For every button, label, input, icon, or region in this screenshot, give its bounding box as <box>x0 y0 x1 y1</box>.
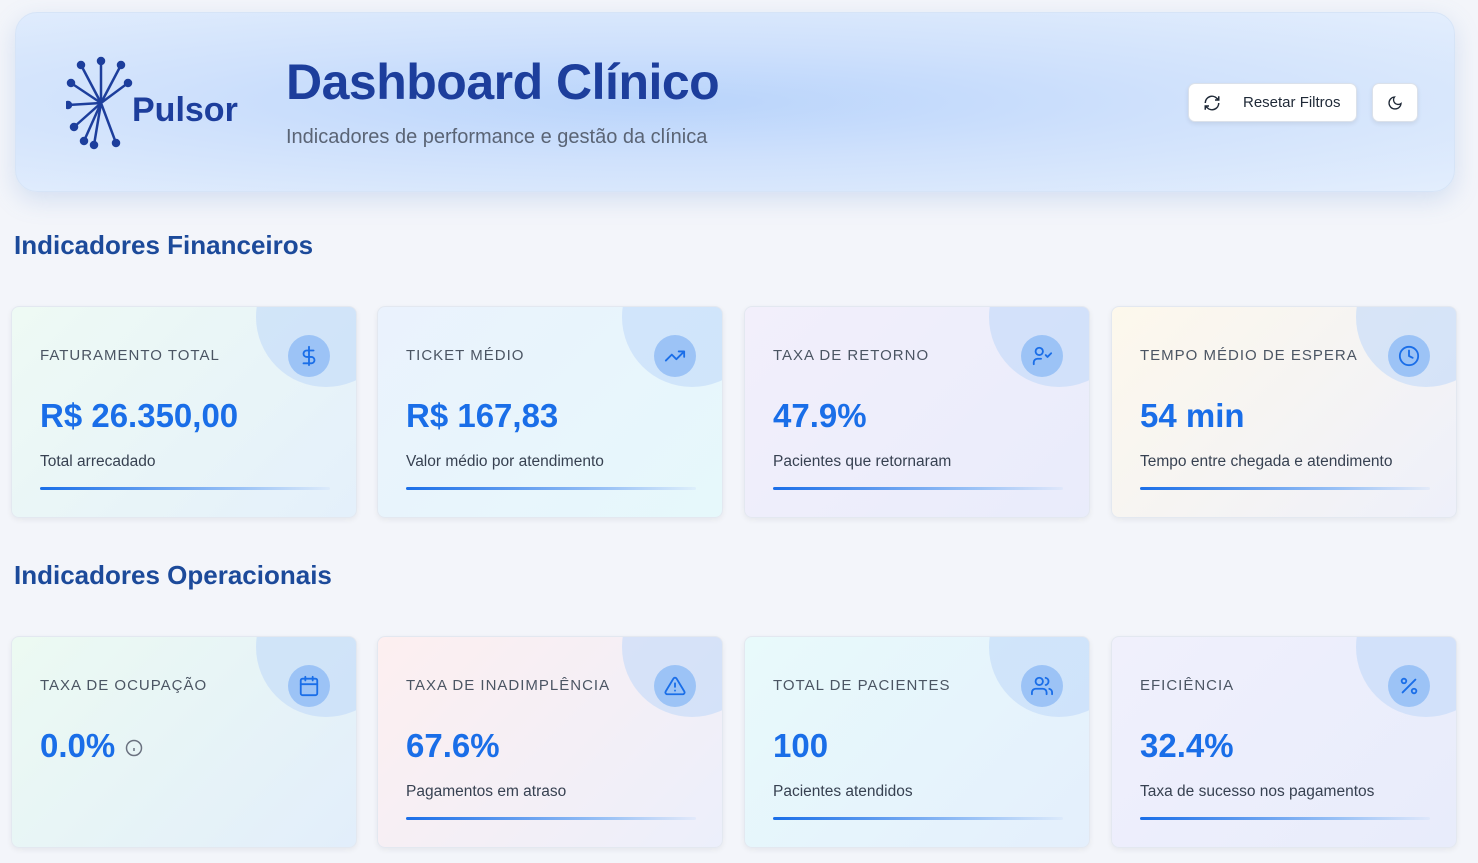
refresh-icon <box>1204 95 1220 110</box>
logo: Pulsor <box>66 53 238 153</box>
icon <box>302 345 316 367</box>
card-icon <box>1388 665 1430 707</box>
reset-label: Resetar Filtros <box>1243 94 1341 111</box>
card-description: Tempo entre chegada e atendimento <box>1140 453 1393 470</box>
kpi-card: TAXA DE OCUPAÇÃO 0.0% <box>11 636 357 848</box>
card-progress <box>773 487 1063 490</box>
card-progress <box>40 487 330 490</box>
kpi-card: TICKET MÉDIO R$ 167,83 Valor médio por ate… <box>377 306 723 518</box>
info-svg <box>125 739 143 757</box>
card-label: TAXA DE OCUPAÇÃO <box>40 677 208 694</box>
card-icon <box>288 665 330 707</box>
value-text: 0.0% <box>40 727 116 764</box>
value-text: 54 min <box>1140 397 1245 434</box>
card-value: 0.0% <box>40 727 143 765</box>
icon <box>1398 345 1420 367</box>
card-progress <box>773 817 1063 820</box>
card-value: 47.9% <box>773 397 867 435</box>
theme-button[interactable] <box>1372 83 1418 122</box>
value-text: 47.9% <box>773 397 867 434</box>
card-icon <box>288 335 330 377</box>
card-label: TICKET MÉDIO <box>406 347 525 364</box>
reset-button[interactable]: Resetar Filtros <box>1188 83 1357 122</box>
icon <box>1400 677 1418 695</box>
moon-icon <box>1388 95 1402 110</box>
card-value: R$ 167,83 <box>406 397 558 435</box>
kpi-card: TAXA DE INADIMPLÊNCIA 67.6% Pagamentos em … <box>377 636 723 848</box>
card-progress <box>406 487 696 490</box>
kpi-card: EFICIÊNCIA 32.4% Taxa de sucesso nos pagam… <box>1111 636 1457 848</box>
kpi-card: TEMPO MÉDIO DE ESPERA 54 min Tempo entre c… <box>1111 306 1457 518</box>
card-label: TAXA DE RETORNO <box>773 347 930 364</box>
title: Dashboard Clínico <box>286 54 720 110</box>
card-icon <box>1388 335 1430 377</box>
card-label: TOTAL DE PACIENTES <box>773 677 951 694</box>
kpi-card: FATURAMENTO TOTAL R$ 26.350,00 Total arrec… <box>11 306 357 518</box>
icon <box>1032 346 1053 366</box>
card-label: TAXA DE INADIMPLÊNCIA <box>406 677 611 694</box>
card-value: 32.4% <box>1140 727 1234 765</box>
section-title: Indicadores Financeiros <box>14 230 314 260</box>
card-progress <box>1140 487 1430 490</box>
card-progress <box>1140 817 1430 820</box>
card-icon <box>1021 335 1063 377</box>
section-title: Indicadores Operacionais <box>14 560 332 590</box>
card-description: Pagamentos em atraso <box>406 783 567 800</box>
value-text: 67.6% <box>406 727 500 764</box>
card-label: TEMPO MÉDIO DE ESPERA <box>1140 347 1358 364</box>
card-icon <box>654 335 696 377</box>
logo-text: Pulsor <box>132 90 238 129</box>
icon <box>1031 676 1053 696</box>
card-value: R$ 26.350,00 <box>40 397 238 435</box>
card-value: 67.6% <box>406 727 500 765</box>
value-text: 32.4% <box>1140 727 1234 764</box>
card-description: Pacientes que retornaram <box>773 453 952 470</box>
subtitle: Indicadores de performance e gestão da c… <box>286 126 708 148</box>
card-label: FATURAMENTO TOTAL <box>40 347 220 364</box>
card-description: Pacientes atendidos <box>773 783 913 800</box>
icon <box>664 676 686 696</box>
logo-icon <box>66 56 133 150</box>
card-label: EFICIÊNCIA <box>1140 677 1235 694</box>
icon <box>664 350 686 362</box>
kpi-card: TAXA DE RETORNO 47.9% Pacientes que retorn… <box>744 306 1090 518</box>
header: Pulsor Dashboard Clínico Indicadores de … <box>15 12 1455 192</box>
card-value: 54 min <box>1140 397 1245 435</box>
icon <box>299 675 319 697</box>
kpi-card: TOTAL DE PACIENTES 100 Pacientes atendidos <box>744 636 1090 848</box>
card-progress <box>406 817 696 820</box>
value-text: R$ 26.350,00 <box>40 397 239 434</box>
card-icon <box>1021 665 1063 707</box>
info-icon[interactable] <box>125 727 143 765</box>
value-text: R$ 167,83 <box>406 397 559 434</box>
value-text: 100 <box>773 727 829 764</box>
card-icon <box>654 665 696 707</box>
card-description: Total arrecadado <box>40 453 156 470</box>
card-description: Valor médio por atendimento <box>406 453 604 470</box>
card-description: Taxa de sucesso nos pagamentos <box>1140 783 1375 800</box>
card-value: 100 <box>773 727 828 765</box>
